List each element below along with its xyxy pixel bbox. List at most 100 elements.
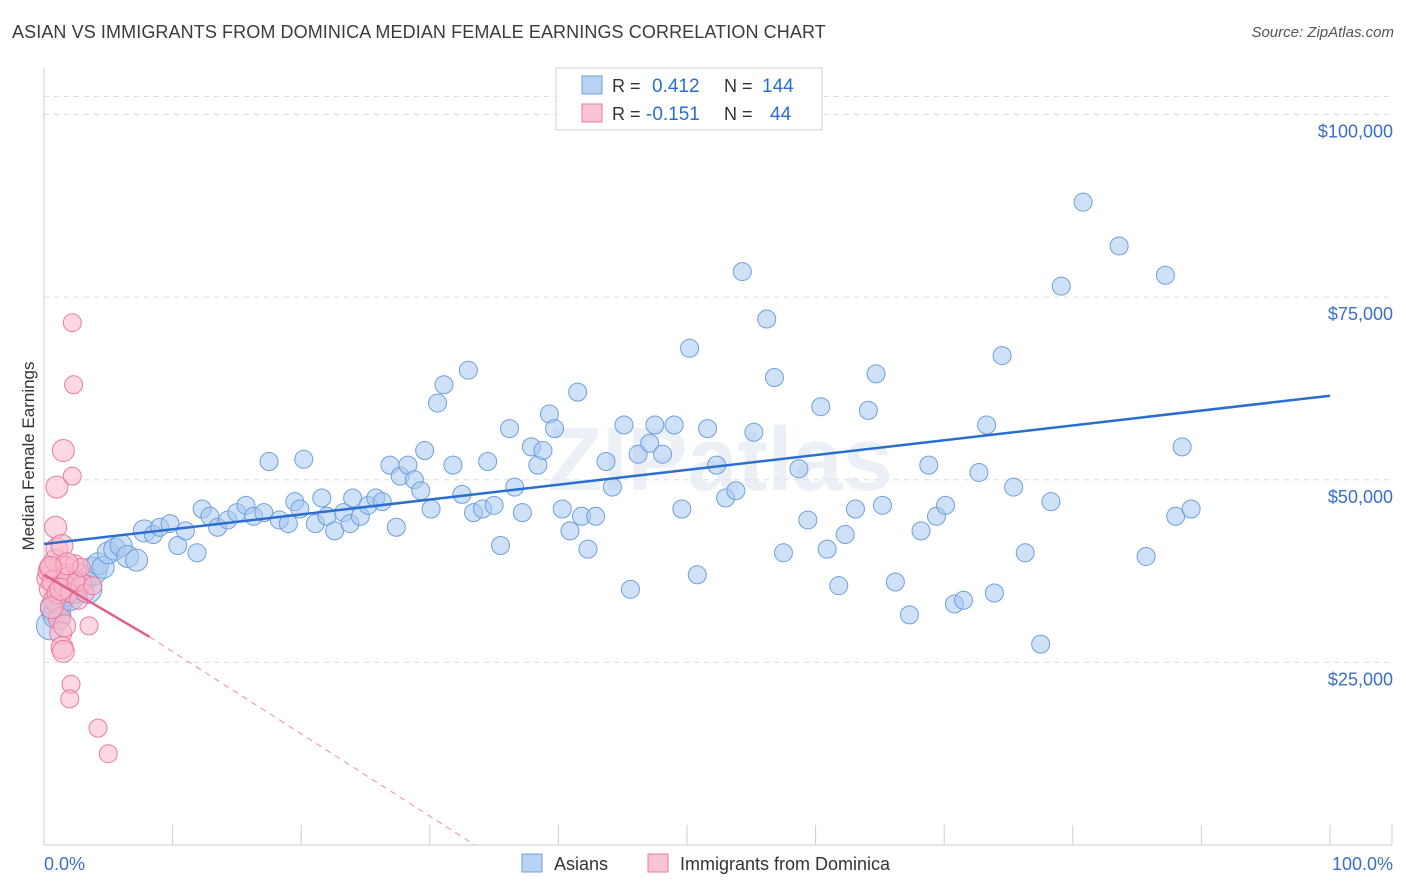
asians-point bbox=[1041, 492, 1061, 512]
source-credit: Source: ZipAtlas.com bbox=[1251, 24, 1394, 41]
y-tick-label: $100,000 bbox=[1318, 122, 1393, 142]
asians-point bbox=[620, 579, 640, 599]
series-legend: Asians Immigrants from Dominica bbox=[521, 853, 891, 874]
chart-title: ASIAN VS IMMIGRANTS FROM DOMINICA MEDIAN… bbox=[12, 22, 826, 42]
asians-point bbox=[545, 419, 565, 439]
asians-point bbox=[125, 548, 149, 572]
asians-point bbox=[415, 441, 435, 461]
asians-point bbox=[478, 452, 498, 471]
dominica-points bbox=[36, 313, 118, 764]
asians-point bbox=[953, 590, 973, 610]
asians-point bbox=[969, 462, 989, 482]
asians-point bbox=[372, 492, 392, 512]
asians-point bbox=[829, 576, 849, 596]
asians-point bbox=[325, 521, 345, 541]
asians-point bbox=[578, 539, 598, 559]
asians-point bbox=[698, 419, 718, 439]
asians-point bbox=[757, 309, 777, 329]
asians-point bbox=[568, 382, 588, 402]
asians-point bbox=[343, 488, 363, 508]
asians-point bbox=[919, 455, 939, 475]
legend-r-label: R = bbox=[612, 76, 641, 96]
axes bbox=[43, 68, 1393, 846]
legend-n-label: N = bbox=[724, 76, 753, 96]
trend-lines bbox=[43, 394, 1331, 846]
dominica-point bbox=[88, 718, 108, 738]
legend-r-label: R = bbox=[612, 104, 641, 124]
asians-point bbox=[817, 539, 837, 559]
dominica-point bbox=[62, 466, 82, 486]
asians-point bbox=[411, 481, 431, 501]
asians-point bbox=[1031, 634, 1051, 654]
bottom-legend-swatch-asians bbox=[521, 853, 543, 873]
asians-point bbox=[687, 565, 707, 585]
asians-point bbox=[811, 397, 831, 417]
dominica-point bbox=[62, 313, 82, 333]
asians-point bbox=[458, 360, 478, 380]
asians-point bbox=[732, 262, 752, 282]
asians-point bbox=[505, 477, 525, 497]
asians-point bbox=[672, 499, 692, 519]
asians-point bbox=[798, 510, 818, 530]
asians-point bbox=[1166, 506, 1186, 526]
legend-swatch-dominica bbox=[581, 103, 603, 123]
y-tick-label: $75,000 bbox=[1328, 304, 1393, 324]
asians-point bbox=[602, 477, 622, 497]
x-tick-label-right: 100.0% bbox=[1332, 854, 1393, 874]
dominica-point bbox=[60, 689, 80, 709]
y-tick-label: $25,000 bbox=[1328, 669, 1393, 689]
legend-r-value: -0.151 bbox=[646, 104, 700, 125]
asians-point bbox=[773, 543, 793, 563]
asians-point bbox=[744, 422, 764, 442]
asians-point bbox=[977, 415, 997, 435]
asians-point bbox=[1004, 477, 1024, 497]
asians-point bbox=[1015, 543, 1035, 563]
asians-point bbox=[992, 346, 1012, 366]
asians-point bbox=[586, 506, 606, 526]
asians-point bbox=[312, 488, 332, 508]
asians-point bbox=[614, 415, 634, 435]
asians-point bbox=[1181, 499, 1201, 519]
asians-point bbox=[899, 605, 919, 625]
legend-swatch-asians bbox=[581, 75, 603, 95]
dominica-point bbox=[53, 614, 77, 638]
asians-point bbox=[866, 364, 886, 384]
asians-point bbox=[175, 521, 195, 541]
legend-n-label: N = bbox=[724, 104, 753, 124]
legend-n-value: 144 bbox=[762, 76, 794, 97]
dominica-point bbox=[51, 439, 75, 463]
asians-point bbox=[872, 495, 892, 515]
gridlines bbox=[44, 96, 1392, 663]
asians-point bbox=[421, 499, 441, 519]
dominica-point bbox=[38, 555, 62, 579]
asians-points bbox=[35, 192, 1201, 654]
asians-point bbox=[1109, 236, 1129, 256]
asians-point bbox=[640, 433, 660, 453]
dominica-point bbox=[51, 639, 75, 663]
asians-point bbox=[789, 459, 809, 479]
asians-point bbox=[491, 536, 511, 556]
dominica-point bbox=[98, 744, 118, 764]
y-tick-label: $50,000 bbox=[1328, 487, 1393, 507]
asians-point bbox=[533, 441, 553, 461]
asians-point bbox=[645, 415, 665, 435]
asians-point bbox=[628, 444, 648, 464]
legend-n-value: 44 bbox=[770, 104, 792, 125]
asians-point bbox=[278, 514, 298, 534]
bottom-legend-swatch-dominica bbox=[647, 853, 669, 873]
asians-point bbox=[386, 517, 406, 537]
asians-point bbox=[500, 419, 520, 439]
asians-point bbox=[560, 521, 580, 541]
dominica-trend-extension bbox=[149, 636, 476, 846]
asians-point bbox=[885, 572, 905, 592]
asians-point bbox=[428, 393, 448, 413]
asians-point bbox=[484, 495, 504, 515]
asians-point bbox=[835, 525, 855, 545]
asians-point bbox=[764, 367, 784, 387]
asians-point bbox=[187, 543, 207, 563]
dominica-point bbox=[45, 475, 69, 499]
asians-point bbox=[1136, 546, 1156, 566]
asians-point bbox=[726, 481, 746, 501]
asians-point bbox=[984, 583, 1004, 603]
